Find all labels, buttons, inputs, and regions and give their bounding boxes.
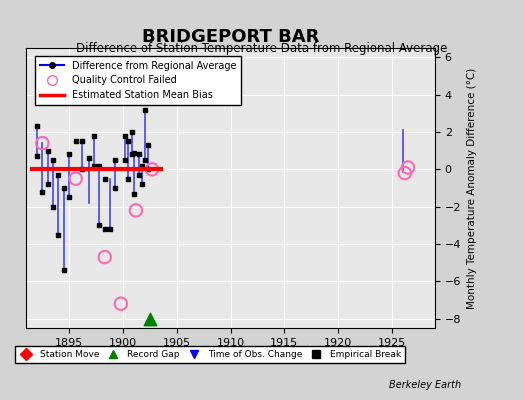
Point [111, 157, 119, 163]
Point [95, 162, 104, 169]
Y-axis label: Monthly Temperature Anomaly Difference (°C): Monthly Temperature Anomaly Difference (… [467, 67, 477, 309]
Point [127, 151, 136, 158]
Point [33, 153, 41, 160]
Point [117, 300, 125, 307]
Point [54, 232, 63, 238]
Point [65, 194, 73, 200]
Point [54, 172, 63, 178]
Point [138, 162, 147, 169]
Point [121, 132, 129, 139]
Point [146, 316, 154, 322]
Point [49, 204, 57, 210]
Point [135, 151, 144, 158]
Point [49, 157, 57, 163]
Point [38, 140, 47, 146]
Point [101, 226, 109, 232]
Point [124, 138, 133, 144]
Point [84, 155, 93, 161]
Point [101, 254, 109, 260]
Point [65, 151, 73, 158]
Point [43, 148, 52, 154]
Point [140, 106, 149, 113]
Point [43, 181, 52, 188]
Point [401, 170, 409, 176]
Point [71, 176, 80, 182]
Point [111, 185, 119, 191]
Point [101, 176, 109, 182]
Point [148, 166, 156, 172]
Point [60, 185, 68, 191]
Point [33, 123, 41, 130]
Point [129, 190, 138, 197]
Legend: Station Move, Record Gap, Time of Obs. Change, Empirical Break: Station Move, Record Gap, Time of Obs. C… [15, 346, 405, 363]
Point [124, 176, 133, 182]
Point [127, 129, 136, 135]
Point [140, 157, 149, 163]
Point [78, 138, 86, 144]
Point [90, 162, 98, 169]
Point [106, 226, 114, 232]
Point [71, 138, 80, 144]
Point [90, 132, 98, 139]
Point [95, 222, 104, 228]
Point [132, 207, 140, 214]
Point [38, 188, 47, 195]
Text: Difference of Station Temperature Data from Regional Average: Difference of Station Temperature Data f… [77, 42, 447, 55]
Title: BRIDGEPORT BAR: BRIDGEPORT BAR [142, 28, 319, 46]
Point [78, 166, 86, 172]
Point [60, 267, 68, 273]
Point [135, 172, 144, 178]
Point [404, 164, 412, 171]
Point [144, 142, 152, 148]
Point [144, 166, 152, 172]
Point [121, 157, 129, 163]
Text: Berkeley Earth: Berkeley Earth [389, 380, 461, 390]
Point [138, 181, 147, 188]
Point [129, 149, 138, 156]
